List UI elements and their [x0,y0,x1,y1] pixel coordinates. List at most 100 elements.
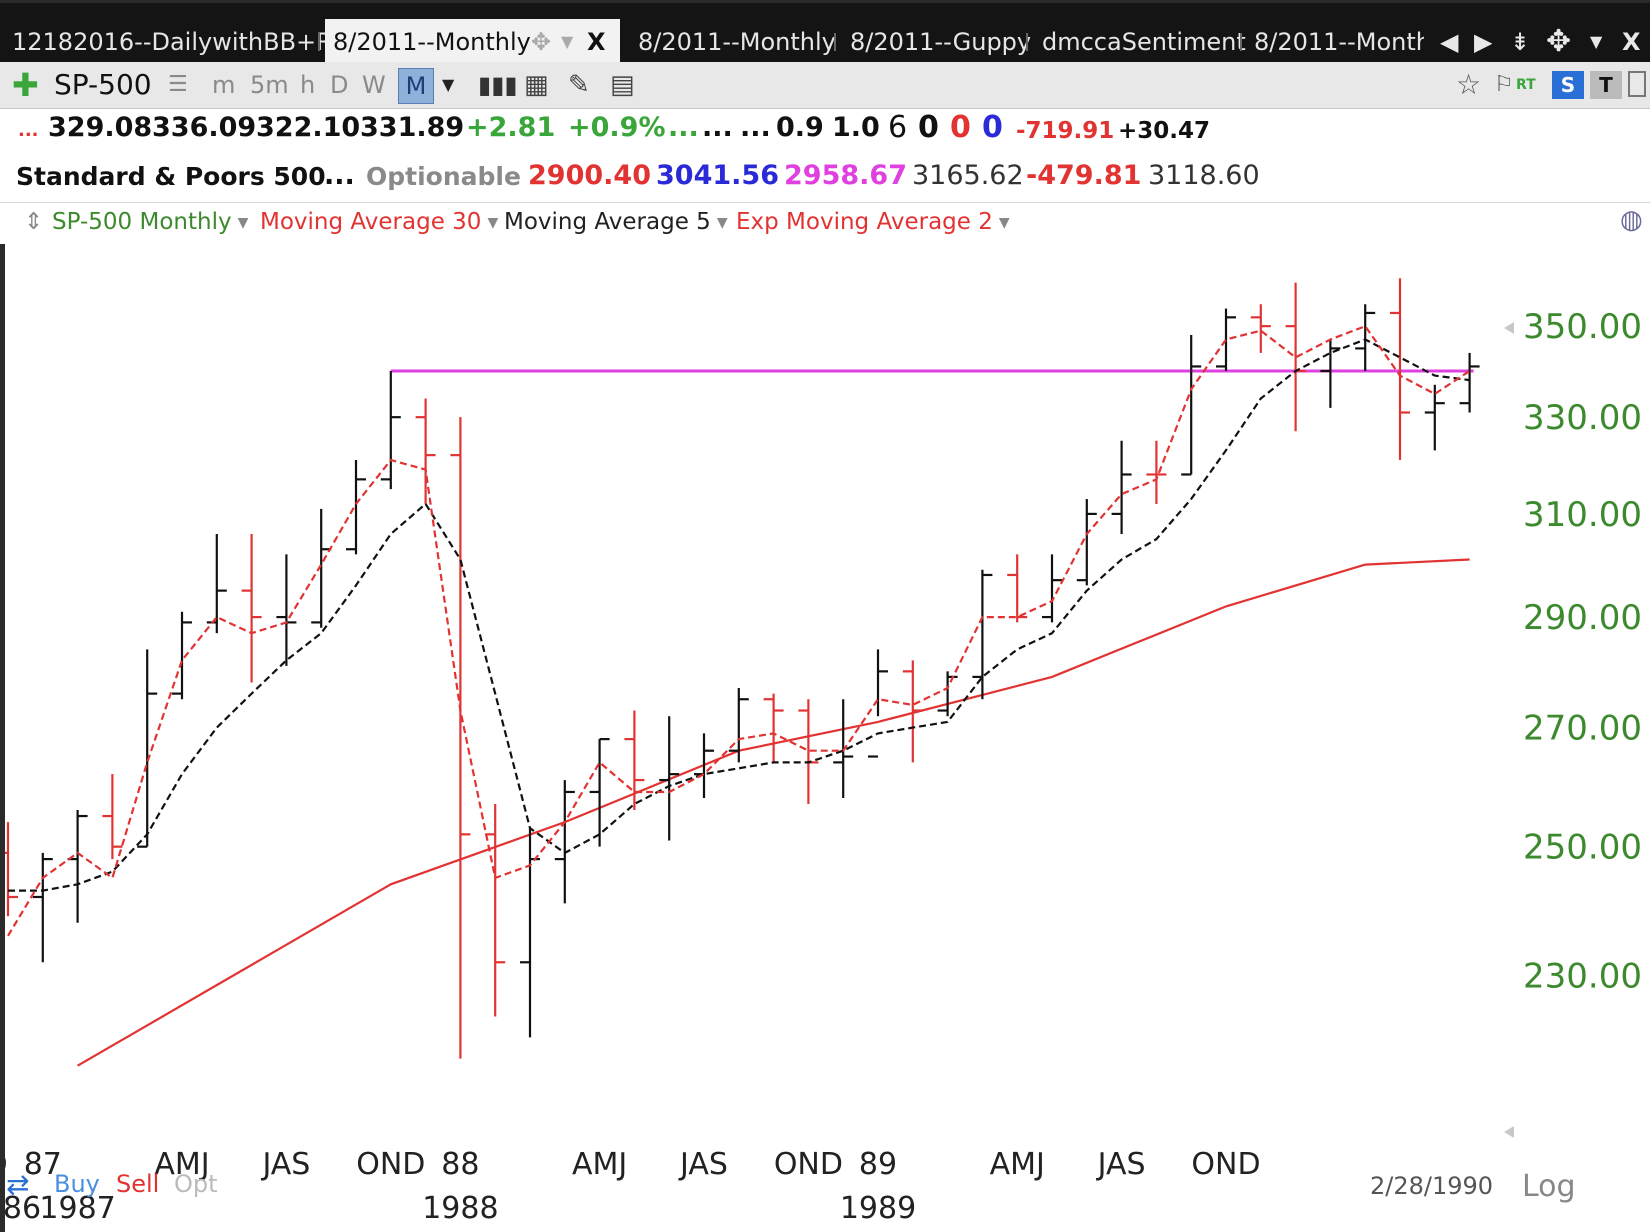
buy-sell-toggle-icon[interactable]: ⇄ [6,1168,29,1201]
log-scale-toggle[interactable]: Log [1522,1169,1576,1204]
chevron-down-icon[interactable]: ▼ [487,214,499,231]
price-chart[interactable]: 230.00 250.00 270.00 290.00 310.00 330.00 350.… [0,244,1650,1232]
quote-value: 6 [888,110,908,145]
ohlc-bar [694,733,714,798]
quote-line: ... 329.08 336.09 322.10 331.89 +2.81 +0… [0,110,1650,160]
buy-button[interactable]: Buy [54,1170,100,1198]
timeframe-d[interactable]: D [330,71,349,99]
move-icon[interactable]: ✥ [531,28,552,56]
info-dots: ... [324,160,355,191]
list-icon[interactable]: ☰ [168,72,188,97]
tab-dmcca-sentiment[interactable]: dmccaSentiment [1042,19,1246,65]
t-button[interactable]: T [1590,71,1622,99]
tab-guppy[interactable]: 8/2011--Guppy [850,19,1031,65]
ohlc-bar [1111,440,1132,534]
quote-value: 0 [982,110,1003,145]
quote-dots: ... [740,112,771,143]
tab-monthly-2[interactable]: 8/2011--Monthly [638,19,836,65]
move-icon[interactable]: ✥ [1546,24,1572,59]
reorder-icon[interactable]: ⇕ [24,209,44,235]
timeframe-m[interactable]: m [212,71,236,99]
ohlc-bar [102,774,123,860]
x-axis-tick-label: 88 [441,1147,479,1182]
scroll-up-marker-icon[interactable] [1504,322,1514,334]
info-value: 2900.40 [528,160,651,191]
notes-icon[interactable]: ▤ [610,70,635,100]
tab-list-icon[interactable]: ⇟ [1510,28,1531,56]
tab-dailywithbb[interactable]: 12182016--DailywithBB+RS [12,19,348,65]
ohlc-bar [1007,554,1028,623]
y-axis-tick-label: 330.00 [1523,398,1642,438]
ohlc-bar [67,809,88,923]
x-axis-tick-label: OND [1191,1147,1260,1182]
ohlc-bar [1285,282,1306,432]
chevron-down-icon[interactable]: ▼ [561,32,574,51]
x-axis-tick-label: 87 [24,1147,62,1182]
ohlc-bar [589,738,610,847]
star-icon[interactable]: ☆ [1456,68,1482,101]
ohlc-bar [659,716,680,841]
quote-dots: ... [668,112,699,143]
indicator-legend: ⇕ SP-500 Monthly ▼ Moving Average 30 ▼ Mov… [0,202,1650,245]
calculator-icon[interactable]: ▦ [524,70,549,100]
legend-ma5[interactable]: Moving Average 5 ▼ [504,209,728,235]
add-icon[interactable]: ✚ [12,66,39,104]
chevron-down-icon[interactable]: ▼ [1590,32,1603,51]
s-button[interactable]: S [1552,71,1584,99]
ohlc-bar [206,533,227,634]
quote-open: 329.08 [48,112,153,143]
scroll-down-marker-icon[interactable] [1504,1126,1514,1138]
ohlc-bar [415,398,436,504]
legend-ema2[interactable]: Exp Moving Average 2 ▼ [736,209,1010,235]
chevron-down-icon[interactable]: ▼ [442,75,455,94]
optionable-label: Optionable [366,162,521,191]
quote-value: -719.91 [1016,118,1115,144]
ohlc-bar [937,671,958,717]
quote-value: +30.47 [1118,118,1211,144]
y-axis-tick-label: 270.00 [1523,709,1642,749]
close-icon[interactable]: X [1622,28,1641,56]
scroll-right-icon[interactable]: ▶ [1474,28,1493,56]
rt-label[interactable]: RT [1516,77,1536,93]
ohlc-bar [1042,554,1062,623]
chevron-down-icon[interactable]: ▼ [716,214,728,231]
chevron-down-icon[interactable]: ▼ [237,214,249,231]
quote-dots: ... [702,112,733,143]
chart-date-label: 2/28/1990 [1370,1172,1493,1200]
quote-value: 0 [950,110,971,145]
pencil-icon[interactable]: ✎ [568,70,590,100]
timeframe-5m[interactable]: 5m [250,71,289,99]
ohlc-bar [868,649,888,758]
timeframe-w[interactable]: W [362,71,386,99]
legend-series[interactable]: SP-500 Monthly ▼ [52,209,248,235]
ohlc-bar [1424,384,1445,451]
x-axis-tick-label: AMJ [572,1147,627,1182]
ohlc-bar [137,649,158,848]
color-palette-icon[interactable]: ◍ [1620,205,1643,235]
legend-ma30[interactable]: Moving Average 30 ▼ [260,209,498,235]
window-icon[interactable] [1628,71,1646,97]
tab-divider [318,33,320,51]
sell-button[interactable]: Sell [116,1170,159,1198]
close-icon[interactable]: X [587,28,606,56]
tab-monthly-active[interactable]: 8/2011--Monthly ✥ ▼ X [325,19,620,65]
ohlc-bar [728,688,749,763]
scroll-left-icon[interactable]: ◀ [1440,28,1459,56]
bar-style-icon[interactable]: ▮▮▮ [478,71,518,99]
x-axis-tick-label: OND [356,1147,425,1182]
tab-monthly-3[interactable]: 8/2011--Monthl [1254,19,1424,65]
tab-label: 8/2011--Monthly [638,28,836,56]
flag-icon[interactable]: ⚐ [1494,72,1514,97]
ohlc-bar [32,852,53,963]
ohlc-bar [1459,352,1480,413]
ohlc-bar [485,803,506,1017]
x-axis-tick-label: AMJ [154,1147,209,1182]
x-axis-tick-label: 89 [859,1147,897,1182]
quote-high: 336.09 [152,112,257,143]
ohlc-bar [1250,304,1271,353]
symbol-field[interactable]: SP-500 [54,68,152,101]
chevron-down-icon[interactable]: ▼ [998,214,1010,231]
timeframe-m-selected[interactable]: M [398,68,434,104]
opt-button[interactable]: Opt [174,1170,218,1198]
timeframe-h[interactable]: h [300,71,316,99]
